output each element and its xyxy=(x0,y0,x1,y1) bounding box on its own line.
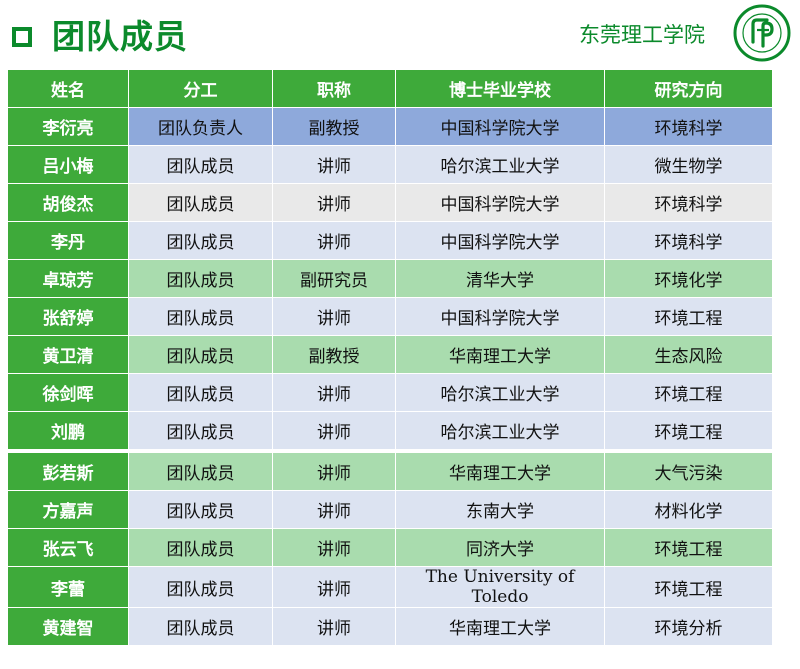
member-field: 环境化学 xyxy=(605,260,772,297)
column-header-name: 姓名 xyxy=(8,70,128,107)
member-role: 团队成员 xyxy=(129,298,272,335)
team-members-table: 姓名 分工 职称 博士毕业学校 研究方向 李衍亮 团队负责人 副教授 中国科学院… xyxy=(7,69,773,646)
member-field: 生态风险 xyxy=(605,336,772,373)
member-title: 讲师 xyxy=(273,567,395,607)
member-field: 微生物学 xyxy=(605,146,772,183)
table-row: 彭若斯 团队成员 讲师 华南理工大学 大气污染 xyxy=(8,450,772,490)
slide-header: 团队成员 东莞理工学院 xyxy=(0,0,800,68)
table-row: 张舒婷 团队成员 讲师 中国科学院大学 环境工程 xyxy=(8,298,772,335)
member-name: 徐剑晖 xyxy=(8,374,128,411)
table-row: 黄卫清 团队成员 副教授 华南理工大学 生态风险 xyxy=(8,336,772,373)
member-title: 讲师 xyxy=(273,450,395,490)
member-name: 刘鹏 xyxy=(8,412,128,449)
member-name: 吕小梅 xyxy=(8,146,128,183)
member-field: 环境工程 xyxy=(605,529,772,566)
table-row: 张云飞 团队成员 讲师 同济大学 环境工程 xyxy=(8,529,772,566)
member-school: 中国科学院大学 xyxy=(396,108,604,145)
table-header-row: 姓名 分工 职称 博士毕业学校 研究方向 xyxy=(8,70,772,107)
column-header-role: 分工 xyxy=(129,70,272,107)
member-role: 团队成员 xyxy=(129,374,272,411)
member-name: 张云飞 xyxy=(8,529,128,566)
member-role: 团队成员 xyxy=(129,260,272,297)
member-name: 黄建智 xyxy=(8,608,128,645)
member-name: 彭若斯 xyxy=(8,450,128,490)
member-field: 环境工程 xyxy=(605,567,772,607)
member-name: 卓琼芳 xyxy=(8,260,128,297)
school-name: 东莞理工学院 xyxy=(579,23,705,47)
member-school: 华南理工大学 xyxy=(396,608,604,645)
table-row: 卓琼芳 团队成员 副研究员 清华大学 环境化学 xyxy=(8,260,772,297)
table-row: 黄建智 团队成员 讲师 华南理工大学 环境分析 xyxy=(8,608,772,645)
table-row: 胡俊杰 团队成员 讲师 中国科学院大学 环境科学 xyxy=(8,184,772,221)
member-field: 环境科学 xyxy=(605,222,772,259)
member-field: 环境工程 xyxy=(605,298,772,335)
member-role: 团队成员 xyxy=(129,412,272,449)
title-bullet-square xyxy=(12,27,32,47)
member-school: 中国科学院大学 xyxy=(396,222,604,259)
member-field: 环境工程 xyxy=(605,374,772,411)
member-role: 团队成员 xyxy=(129,608,272,645)
table-row: 李丹 团队成员 讲师 中国科学院大学 环境科学 xyxy=(8,222,772,259)
member-title: 讲师 xyxy=(273,374,395,411)
member-name: 黄卫清 xyxy=(8,336,128,373)
member-field: 环境科学 xyxy=(605,184,772,221)
member-school: 中国科学院大学 xyxy=(396,298,604,335)
member-role: 团队成员 xyxy=(129,567,272,607)
school-logo-icon xyxy=(733,4,791,62)
member-title: 讲师 xyxy=(273,146,395,183)
member-school: 清华大学 xyxy=(396,260,604,297)
member-school: 中国科学院大学 xyxy=(396,184,604,221)
member-title: 讲师 xyxy=(273,298,395,335)
member-school: 哈尔滨工业大学 xyxy=(396,412,604,449)
member-title: 副研究员 xyxy=(273,260,395,297)
member-title: 讲师 xyxy=(273,222,395,259)
member-title: 讲师 xyxy=(273,491,395,528)
member-role: 团队成员 xyxy=(129,450,272,490)
page-title: 团队成员 xyxy=(52,17,188,56)
member-school: 哈尔滨工业大学 xyxy=(396,146,604,183)
column-header-school: 博士毕业学校 xyxy=(396,70,604,107)
member-title: 讲师 xyxy=(273,412,395,449)
table-row: 李衍亮 团队负责人 副教授 中国科学院大学 环境科学 xyxy=(8,108,772,145)
member-title: 副教授 xyxy=(273,336,395,373)
table-row: 方嘉声 团队成员 讲师 东南大学 材料化学 xyxy=(8,491,772,528)
member-name: 方嘉声 xyxy=(8,491,128,528)
table-row: 吕小梅 团队成员 讲师 哈尔滨工业大学 微生物学 xyxy=(8,146,772,183)
member-school: 哈尔滨工业大学 xyxy=(396,374,604,411)
member-role: 团队成员 xyxy=(129,184,272,221)
member-school: 东南大学 xyxy=(396,491,604,528)
table-row: 刘鹏 团队成员 讲师 哈尔滨工业大学 环境工程 xyxy=(8,412,772,449)
member-role: 团队成员 xyxy=(129,336,272,373)
member-role: 团队成员 xyxy=(129,529,272,566)
column-header-title: 职称 xyxy=(273,70,395,107)
member-role: 团队成员 xyxy=(129,491,272,528)
table-row: 徐剑晖 团队成员 讲师 哈尔滨工业大学 环境工程 xyxy=(8,374,772,411)
member-field: 材料化学 xyxy=(605,491,772,528)
member-field: 环境科学 xyxy=(605,108,772,145)
member-school: 同济大学 xyxy=(396,529,604,566)
member-school: The University of Toledo xyxy=(396,567,604,607)
table-row: 李蕾 团队成员 讲师 The University of Toledo 环境工程 xyxy=(8,567,772,607)
column-header-field: 研究方向 xyxy=(605,70,772,107)
member-role: 团队负责人 xyxy=(129,108,272,145)
member-title: 讲师 xyxy=(273,184,395,221)
member-field: 大气污染 xyxy=(605,450,772,490)
member-title: 讲师 xyxy=(273,608,395,645)
member-title: 讲师 xyxy=(273,529,395,566)
member-school: 华南理工大学 xyxy=(396,336,604,373)
member-title: 副教授 xyxy=(273,108,395,145)
member-role: 团队成员 xyxy=(129,146,272,183)
member-field: 环境分析 xyxy=(605,608,772,645)
member-name: 胡俊杰 xyxy=(8,184,128,221)
member-role: 团队成员 xyxy=(129,222,272,259)
member-name: 张舒婷 xyxy=(8,298,128,335)
member-name: 李衍亮 xyxy=(8,108,128,145)
member-school: 华南理工大学 xyxy=(396,450,604,490)
member-name: 李蕾 xyxy=(8,567,128,607)
member-field: 环境工程 xyxy=(605,412,772,449)
member-name: 李丹 xyxy=(8,222,128,259)
